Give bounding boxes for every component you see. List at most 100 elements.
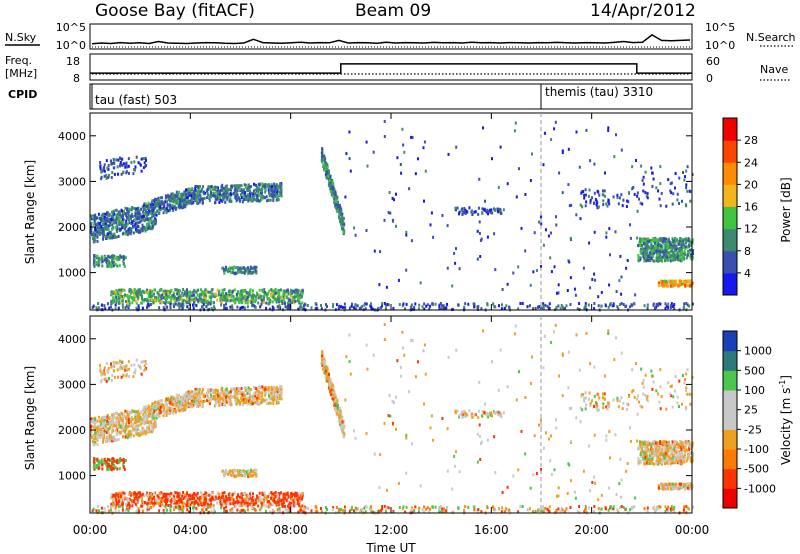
velocity-cell-823	[202, 403, 204, 407]
power-cell-1050	[225, 197, 228, 201]
power-cell-2745	[685, 245, 688, 249]
power-cell-2116	[114, 290, 117, 294]
power-cell-3180	[364, 307, 367, 311]
power-cell-3277	[494, 305, 497, 309]
power-cell-493	[134, 218, 137, 221]
power-cell-3219	[303, 304, 305, 308]
power-cell-1063	[197, 185, 199, 189]
power-cell-748	[243, 188, 246, 192]
power-cell-3680	[602, 193, 605, 197]
power-cell-2964	[651, 171, 654, 175]
power-cell-3214	[480, 307, 483, 311]
power-cell-2189	[186, 297, 189, 301]
power-cell-2152	[274, 291, 277, 295]
power-cell-2447	[665, 254, 668, 258]
power-cell-3276	[100, 303, 103, 307]
velocity-cell-1164	[142, 369, 145, 373]
power-cell-1017	[272, 190, 275, 193]
power-cell-3491	[393, 198, 395, 202]
power-cell-3417	[378, 283, 381, 287]
power-cell-1627	[177, 301, 180, 305]
power-cell-3614	[502, 208, 505, 212]
velocity-cell-950	[198, 401, 201, 405]
power-cell-456	[91, 236, 94, 240]
power-cell-2060	[160, 300, 163, 303]
power-cell-3082	[223, 303, 226, 307]
velocity-cell-1194	[125, 364, 128, 368]
velocity-cell-1223	[103, 366, 106, 370]
power-cell-1055	[213, 187, 216, 191]
power-cell-1922	[238, 299, 241, 303]
velocity-cell-824	[280, 395, 282, 399]
velocity-cell-229	[111, 426, 114, 430]
velocity-cell-696	[247, 402, 250, 406]
power-cell-1014	[182, 199, 185, 203]
velocity-cell-415	[94, 436, 97, 440]
power-cell-2945	[678, 176, 681, 180]
power-cell-1970	[153, 292, 156, 296]
velocity-cell-488	[111, 413, 114, 417]
power-cell-487	[118, 227, 121, 231]
velocity-cell-637	[216, 400, 219, 404]
power-cell-1435	[322, 164, 325, 167]
velocity-cell-378	[121, 412, 123, 416]
power-cell-2748	[686, 245, 689, 249]
power-cell-2962	[633, 192, 636, 196]
power-cell-1059	[206, 187, 209, 191]
power-cell-1067	[217, 191, 219, 195]
power-cell-517	[254, 188, 257, 192]
velocity-cell-582	[192, 397, 194, 401]
power-cell-869	[234, 184, 237, 188]
power-cell-1110	[278, 193, 281, 197]
power-cell-172	[120, 223, 123, 227]
power-cell-342	[104, 222, 107, 226]
velocity-cell-817	[194, 392, 197, 396]
power-cell-1413	[323, 154, 326, 158]
velocity-cell-1147	[280, 387, 283, 391]
power-cell-1205	[110, 162, 113, 166]
power-cbar-swatch-6	[723, 140, 737, 163]
power-cell-1027	[184, 192, 186, 196]
power-cell-401	[107, 224, 110, 228]
velocity-cell-406	[150, 406, 152, 410]
power-cell-3173	[526, 305, 529, 309]
power-cell-3441	[349, 169, 352, 173]
power-cell-2777	[671, 257, 674, 261]
power-cell-2113	[115, 295, 118, 299]
power-cell-2700	[680, 242, 683, 246]
power-cell-2991	[674, 172, 677, 175]
power-cell-918	[186, 195, 189, 199]
power-cell-3309	[688, 304, 691, 308]
power-cell-2339	[239, 270, 242, 274]
velocity-cell-123	[151, 425, 154, 429]
velocity-cell-1205	[110, 365, 113, 369]
power-cell-2066	[148, 294, 151, 298]
power-cell-2208	[97, 259, 100, 263]
power-cell-473	[131, 220, 134, 224]
power-cell-1441	[338, 203, 341, 207]
power-cell-2988	[658, 197, 661, 201]
power-cell-3492	[400, 171, 403, 175]
velocity-cell-810	[217, 391, 219, 395]
power-cell-400	[109, 231, 112, 234]
power-cell-409	[141, 229, 144, 233]
power-cell-3660	[584, 204, 587, 208]
velocity-cell-877	[194, 401, 197, 404]
power-cell-426	[125, 213, 128, 217]
velocity-cell-1163	[124, 368, 127, 372]
power-cell-2970	[669, 182, 672, 186]
velocity-cell-391	[90, 426, 93, 430]
power-cell-2177	[272, 296, 275, 300]
power-cell-365	[131, 215, 134, 218]
power-cell-3106	[486, 303, 489, 307]
velocity-cell-197	[144, 421, 147, 425]
power-cell-337	[109, 218, 112, 222]
power-cell-420	[121, 220, 124, 224]
power-cell-2677	[660, 248, 663, 252]
power-cell-1644	[201, 290, 204, 294]
power-cell-3467	[423, 199, 425, 203]
power-cell-2636	[640, 244, 643, 247]
power-cell-358	[102, 235, 105, 238]
power-cell-168	[108, 217, 111, 221]
power-cell-2569	[656, 238, 658, 242]
